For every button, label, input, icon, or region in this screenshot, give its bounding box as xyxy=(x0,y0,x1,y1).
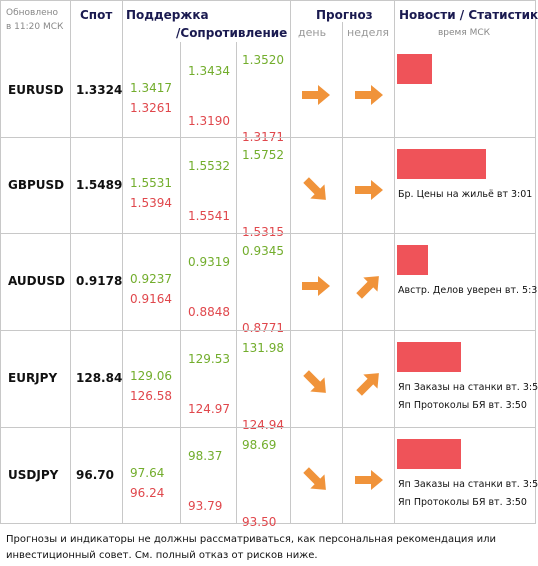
support-level: 1.3434 xyxy=(188,64,230,78)
support-level: 98.37 xyxy=(188,449,223,463)
pair: AUDUSD xyxy=(8,274,65,288)
border xyxy=(0,0,536,1)
forecast-arrow xyxy=(303,370,326,393)
resistance-level: 96.24 xyxy=(130,486,165,500)
spot: 128.84 xyxy=(76,371,123,385)
resistance-header: /Сопротивление xyxy=(176,26,288,40)
news-bar xyxy=(397,439,461,469)
support-level: 1.3520 xyxy=(242,53,284,67)
col-line xyxy=(180,42,181,524)
row-line xyxy=(0,137,536,138)
news-bar xyxy=(397,342,461,372)
resistance-level: 0.9164 xyxy=(130,292,172,306)
support-level: 0.9345 xyxy=(242,244,284,258)
spot: 0.9178 xyxy=(76,274,123,288)
day-header: день xyxy=(298,26,327,39)
resistance-level: 124.94 xyxy=(242,418,284,432)
news-bar xyxy=(397,245,428,275)
support-level: 1.5752 xyxy=(242,148,284,162)
resistance-level: 0.8848 xyxy=(188,305,230,319)
col-line xyxy=(122,0,123,524)
support-level: 97.64 xyxy=(130,466,165,480)
col-line xyxy=(236,42,237,524)
support-level: 1.5532 xyxy=(188,159,230,173)
border xyxy=(0,0,1,524)
support-level: 0.9319 xyxy=(188,255,230,269)
support-header: Поддержка xyxy=(126,8,209,22)
pair: USDJPY xyxy=(8,468,59,482)
forecast-arrow xyxy=(356,276,379,299)
news-item: Яп Протоколы БЯ вт. 3:50 xyxy=(398,400,527,411)
support-level: 98.69 xyxy=(242,438,277,452)
support-level: 0.9237 xyxy=(130,272,172,286)
forecast-arrow xyxy=(356,373,379,396)
pair: GBPUSD xyxy=(8,178,65,192)
pair: EURUSD xyxy=(8,83,64,97)
border xyxy=(0,523,536,524)
row-line xyxy=(0,427,536,428)
news-header: Новости / Статистика xyxy=(399,8,538,22)
forecast-arrow xyxy=(355,180,383,200)
forecast-arrow xyxy=(303,177,326,200)
support-level: 129.53 xyxy=(188,352,230,366)
spot: 96.70 xyxy=(76,468,114,482)
news-item: Австр. Делов уверен вт. 5:30 xyxy=(398,285,538,296)
spot: 1.5489 xyxy=(76,178,123,192)
news-bar xyxy=(397,54,432,84)
resistance-level: 124.97 xyxy=(188,402,230,416)
news-bar xyxy=(397,149,486,179)
resistance-level: 93.50 xyxy=(242,515,277,529)
col-line xyxy=(394,0,395,524)
resistance-level: 1.5394 xyxy=(130,196,172,210)
pair: EURJPY xyxy=(8,371,58,385)
resistance-level: 1.5315 xyxy=(242,225,284,239)
updated: Обновлено xyxy=(6,8,59,18)
spot: 1.3324 xyxy=(76,83,123,97)
resistance-level: 93.79 xyxy=(188,499,223,513)
news-item: Яп Протоколы БЯ вт. 3:50 xyxy=(398,497,527,508)
row-line xyxy=(0,233,536,234)
forecast-header: Прогноз xyxy=(316,8,373,22)
week-header: неделя xyxy=(347,26,389,39)
resistance-level: 1.3261 xyxy=(130,101,172,115)
forecast-arrow xyxy=(302,85,330,105)
footer: Прогнозы и индикаторы не должны рассматр… xyxy=(6,534,496,561)
time-header: время МСК xyxy=(438,28,491,38)
support-level: 129.06 xyxy=(130,369,172,383)
forecast-arrow xyxy=(303,467,326,490)
col-line xyxy=(290,0,291,524)
border xyxy=(535,0,536,524)
resistance-level: 0.8771 xyxy=(242,321,284,335)
resistance-level: 1.5541 xyxy=(188,209,230,223)
news-item: Яп Заказы на станки вт. 3:50 xyxy=(398,382,538,393)
resistance-level: 1.3190 xyxy=(188,114,230,128)
news-item: Бр. Цены на жильё вт 3:01 xyxy=(398,189,533,200)
news-item: Яп Заказы на станки вт. 3:50 xyxy=(398,479,538,490)
forecast-arrow xyxy=(355,470,383,490)
updated: в 11:20 МСК xyxy=(6,22,64,32)
support-level: 1.3417 xyxy=(130,81,172,95)
forecast-arrow xyxy=(302,276,330,296)
col-line xyxy=(342,22,343,524)
forecast-arrow xyxy=(355,85,383,105)
resistance-level: 126.58 xyxy=(130,389,172,403)
spot-header: Спот xyxy=(80,8,113,22)
col-line xyxy=(70,0,71,524)
support-level: 131.98 xyxy=(242,341,284,355)
support-level: 1.5531 xyxy=(130,176,172,190)
row-line xyxy=(0,330,536,331)
